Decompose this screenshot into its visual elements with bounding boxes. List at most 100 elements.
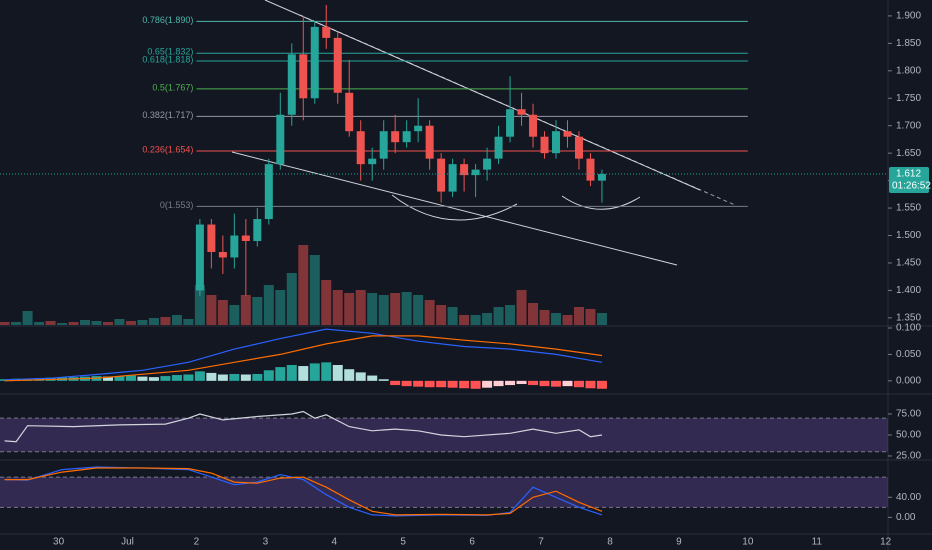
candle-body — [195, 224, 204, 291]
x-tick-label: 7 — [538, 537, 544, 548]
volume-bar — [378, 295, 389, 325]
candle-body — [368, 158, 377, 165]
candle-body — [460, 164, 469, 176]
fib-label: 0.65(1.832) — [147, 47, 193, 57]
band — [0, 477, 888, 508]
volume-bar — [390, 293, 401, 325]
candle-body — [230, 235, 239, 258]
candle-body — [437, 158, 446, 192]
candle-body — [299, 54, 308, 99]
candle-body — [506, 109, 515, 137]
volume-bar — [137, 320, 148, 325]
volume-bar — [22, 311, 33, 325]
x-tick-label: 5 — [400, 537, 406, 548]
volume-bar — [332, 290, 343, 325]
volume-bar — [447, 307, 458, 325]
macd-histogram-bar — [573, 380, 584, 388]
macd-histogram-bar — [424, 380, 435, 388]
volume-bar — [183, 319, 194, 325]
macd-histogram-bar — [206, 372, 217, 381]
volume-bar — [217, 300, 228, 325]
macd-histogram-bar — [470, 380, 481, 389]
candle-body — [356, 131, 365, 165]
volume-bar — [493, 307, 504, 325]
x-tick-label: 8 — [607, 537, 613, 548]
fib-label: 0.786(1.890) — [142, 15, 193, 25]
volume-bar — [263, 285, 274, 325]
macd-histogram-bar — [413, 380, 424, 387]
volume-bar — [573, 307, 584, 325]
macd-histogram-bar — [447, 380, 458, 388]
trend-line-dashed — [299, 14, 736, 206]
volume-bar — [516, 290, 527, 325]
y-tick-label: 1.900 — [896, 11, 921, 22]
macd-histogram-bar — [528, 380, 539, 386]
macd-histogram-bar — [539, 380, 550, 387]
volume-bar — [252, 297, 263, 325]
macd-histogram-bar — [160, 376, 171, 381]
macd-histogram-bar — [401, 380, 412, 387]
candle-body — [414, 125, 423, 132]
macd-histogram-bar — [240, 374, 251, 381]
candle-body — [586, 158, 595, 181]
macd-histogram-bar — [125, 375, 136, 381]
macd-histogram-bar — [482, 380, 493, 388]
candle-body — [276, 114, 285, 165]
macd-histogram-bar — [516, 380, 527, 385]
candle-body — [218, 251, 227, 258]
indicator-line — [4, 467, 603, 516]
x-tick-label: 30 — [53, 537, 65, 548]
macd-histogram-bar — [332, 364, 343, 381]
candle-body — [448, 164, 457, 192]
macd-histogram-bar — [114, 376, 125, 381]
volume-bar — [240, 295, 251, 325]
y-tick-label: 1.800 — [896, 65, 921, 76]
macd-histogram-bar — [183, 374, 194, 381]
x-tick-label: 6 — [469, 537, 475, 548]
macd-histogram-bar — [551, 380, 562, 387]
y-tick-label: 40.00 — [896, 492, 921, 503]
volume-bar — [321, 280, 332, 325]
y-tick-label: 1.450 — [896, 258, 921, 269]
volume-bar — [68, 322, 79, 325]
volume-bar — [482, 313, 493, 325]
macd-histogram-bar — [309, 363, 320, 381]
volume-bar — [286, 273, 297, 325]
x-tick-label: 2 — [194, 537, 200, 548]
x-tick-label: Jul — [121, 537, 134, 548]
macd-histogram-bar — [355, 372, 366, 381]
macd-histogram-bar — [378, 379, 389, 381]
macd-histogram-bar — [194, 371, 205, 381]
y-tick-label: 1.400 — [896, 285, 921, 296]
candle-body — [391, 131, 400, 143]
macd-histogram-bar — [493, 380, 504, 387]
volume-bar — [424, 300, 435, 325]
last-price-label: 1.612 — [896, 169, 921, 180]
candle-body — [379, 131, 388, 159]
curve — [561, 195, 641, 210]
macd-histogram-bar — [217, 374, 228, 381]
candle-body — [402, 131, 411, 143]
volume-bar — [596, 313, 607, 325]
candle-body — [563, 131, 572, 137]
drawings — [231, 0, 736, 266]
macd-histogram-bar — [148, 377, 159, 381]
countdown: 01:26:52 — [892, 181, 931, 192]
indicator-line — [4, 410, 603, 443]
candle-body — [287, 54, 296, 115]
volume-bar — [160, 317, 171, 325]
x-tick-label: 12 — [880, 537, 892, 548]
y-tick-label: 0.000 — [896, 375, 921, 386]
y-tick-label: 0.100 — [896, 323, 921, 334]
volume-bar — [57, 323, 68, 325]
trend-line — [231, 151, 678, 266]
volume-bar — [114, 319, 125, 325]
candle-body — [333, 37, 342, 93]
fib-label: 0.5(1.767) — [152, 82, 193, 92]
volume-bar — [45, 321, 56, 325]
fib-label: 0.618(1.818) — [142, 54, 193, 64]
candle-body — [471, 169, 480, 176]
y-tick-label: 1.850 — [896, 38, 921, 49]
volume-bar — [344, 293, 355, 325]
volume-bar — [413, 295, 424, 325]
